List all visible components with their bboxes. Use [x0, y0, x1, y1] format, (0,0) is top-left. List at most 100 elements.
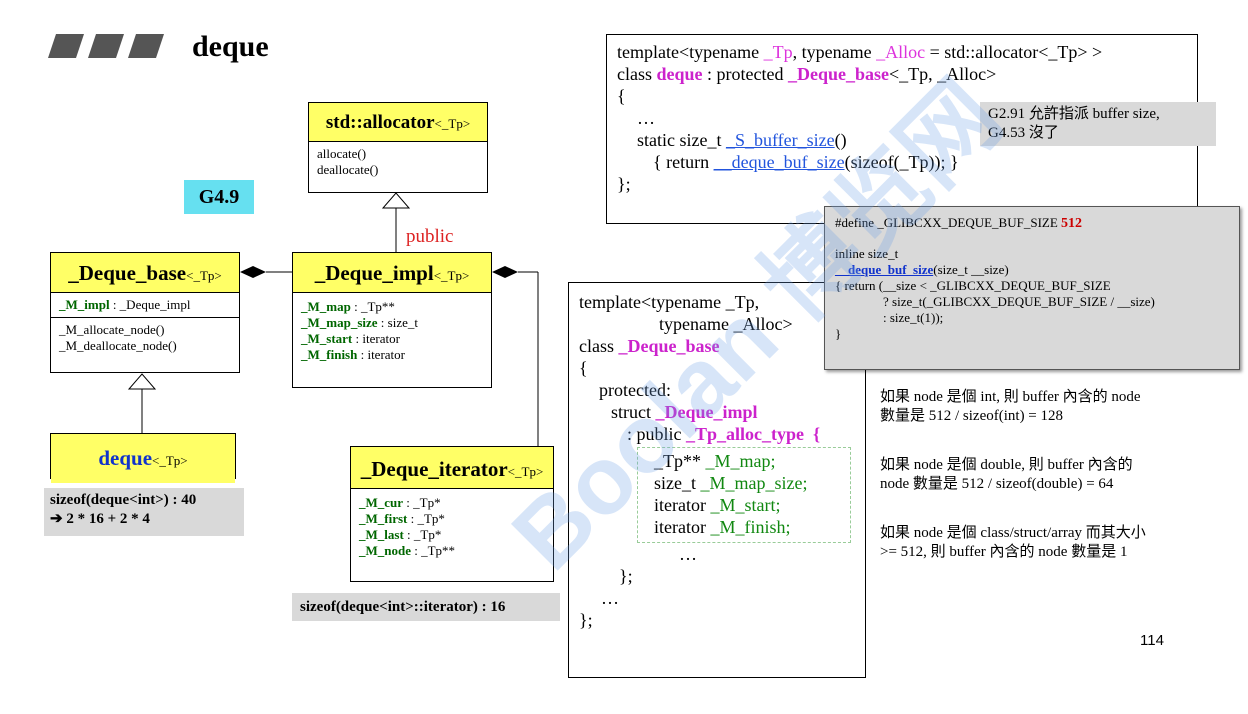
- deque-impl-tparam: <_Tp>: [433, 268, 470, 283]
- deque-impl-class: _Deque_impl<_Tp> _M_map : _Tp** _M_map_s…: [292, 252, 492, 388]
- deque-base-field: _M_impl: [59, 297, 110, 312]
- iterator-sizeof-box: sizeof(deque<int>::iterator) : 16: [292, 593, 560, 621]
- code-classname: deque: [656, 64, 703, 84]
- code-line: }: [835, 326, 842, 341]
- code-line: {: [617, 86, 626, 106]
- page-number: 114: [1140, 632, 1164, 649]
- code-line: };: [619, 566, 633, 586]
- allocator-tparam: <_Tp>: [434, 116, 471, 131]
- deque-sizeof-line: sizeof(deque<int>) : 40: [50, 492, 197, 508]
- code-text: , typename: [792, 42, 877, 62]
- code-classname: _Deque_base: [618, 336, 720, 356]
- note-double: 如果 node 是個 double, 則 buffer 內含的 node 數量是…: [880, 456, 1133, 494]
- note-line: G2.91 允許指派 buffer size,: [988, 106, 1160, 122]
- code-text: struct: [611, 402, 656, 422]
- deque-base-tparam: <_Tp>: [186, 268, 222, 283]
- code-text: template<typename: [617, 42, 764, 62]
- code-function: __deque_buf_size: [713, 152, 845, 172]
- impl-field-type: : _Tp**: [350, 299, 395, 314]
- deque-sizeof-box: sizeof(deque<int>) : 40 ➔ 2 * 16 + 2 * 4: [44, 488, 244, 536]
- note-line: G4.53 沒了: [988, 125, 1059, 141]
- code-line: };: [617, 174, 631, 194]
- note-int: 如果 node 是個 int, 則 buffer 內含的 node 數量是 51…: [880, 388, 1141, 426]
- iter-field-type: : _Tp*: [403, 495, 441, 510]
- code-text: size_t: [654, 473, 701, 493]
- allocator-name: std::allocator: [325, 112, 435, 133]
- code-text: iterator: [654, 517, 711, 537]
- code-member: _M_map;: [705, 451, 776, 471]
- code-text: {: [804, 424, 821, 444]
- impl-field-type: : iterator: [357, 347, 405, 362]
- version-tag: G4.9: [184, 180, 254, 214]
- deque-class: deque<_Tp>: [50, 433, 236, 483]
- deque-iterator-name: _Deque_iterator: [360, 457, 508, 481]
- code-line: …: [679, 544, 697, 564]
- deque-iterator-tparam: <_Tp>: [507, 464, 544, 479]
- code-text: = std::allocator<_Tp> >: [925, 42, 1103, 62]
- iter-field-type: : _Tp*: [403, 527, 442, 542]
- code-text: : protected: [702, 64, 788, 84]
- code-text: class: [579, 336, 619, 356]
- note-line: 如果 node 是個 int, 則 buffer 內含的 node: [880, 389, 1141, 405]
- code-text: <_Tp, _Alloc>: [889, 64, 997, 84]
- code-text: { return: [653, 152, 714, 172]
- impl-field-name: _M_map: [301, 299, 351, 314]
- code-member: _M_finish;: [710, 517, 791, 537]
- deque-base-method: _M_allocate_node(): [59, 322, 165, 337]
- code-line: template<typename _Tp,: [579, 292, 760, 312]
- iter-field-type: : _Tp*: [407, 511, 445, 526]
- iter-field-name: _M_node: [359, 543, 411, 558]
- code-text: iterator: [654, 495, 711, 515]
- title-decoration-bars: [48, 34, 164, 58]
- note-line: >= 512, 則 buffer 內含的 node 數量是 1: [880, 544, 1128, 560]
- deque-base-class: _Deque_base<_Tp> _M_impl : _Deque_impl _…: [50, 252, 240, 373]
- deque-iterator-class: _Deque_iterator<_Tp> _M_cur : _Tp* _M_fi…: [350, 446, 554, 582]
- code-line: …: [601, 588, 619, 608]
- define-buf-size-box: #define _GLIBCXX_DEQUE_BUF_SIZE 512 inli…: [824, 206, 1240, 370]
- code-function: __deque_buf_size: [835, 262, 934, 277]
- code-line: : size_t(1));: [883, 310, 944, 325]
- deque-impl-name: _Deque_impl: [314, 261, 434, 285]
- iter-field-name: _M_last: [359, 527, 404, 542]
- deque-base-name: _Deque_base: [68, 261, 187, 285]
- code-line: {: [579, 358, 588, 378]
- code-line: inline size_t: [835, 246, 899, 261]
- impl-field-name: _M_map_size: [301, 315, 378, 330]
- slide-title: deque: [192, 30, 269, 63]
- code-text: static size_t: [637, 130, 726, 150]
- note-line: node 數量是 512 / sizeof(double) = 64: [880, 476, 1114, 492]
- code-text: #define _GLIBCXX_DEQUE_BUF_SIZE: [835, 215, 1062, 230]
- iter-field-type: : _Tp**: [411, 543, 456, 558]
- code-line: };: [579, 610, 593, 630]
- code-classname: _Tp_alloc_type: [686, 424, 805, 444]
- allocator-method: allocate(): [317, 146, 367, 161]
- deque-base-method: _M_deallocate_node(): [59, 338, 177, 353]
- code-line: { return (__size < _GLIBCXX_DEQUE_BUF_SI…: [835, 278, 1111, 293]
- code-classname: _Deque_impl: [655, 402, 758, 422]
- note-line: 如果 node 是個 class/struct/array 而其大小: [880, 525, 1146, 541]
- code-member: _M_start;: [710, 495, 781, 515]
- deque-name: deque: [98, 446, 153, 470]
- impl-field-type: : size_t: [377, 315, 418, 330]
- code-keyword: _Tp: [763, 42, 793, 62]
- code-member: _M_map_size;: [700, 473, 808, 493]
- code-line: …: [637, 108, 655, 128]
- iter-field-name: _M_cur: [359, 495, 404, 510]
- code-line: ? size_t(_GLIBCXX_DEQUE_BUF_SIZE / __siz…: [883, 294, 1155, 309]
- code-text: (size_t __size): [933, 262, 1009, 277]
- code-classname: _Deque_base: [787, 64, 889, 84]
- code-text: (): [834, 130, 847, 150]
- deque-tparam: <_Tp>: [152, 453, 188, 468]
- code-line: protected:: [599, 380, 671, 400]
- deque-base-field-type: : _Deque_impl: [109, 297, 191, 312]
- note-line: 如果 node 是個 double, 則 buffer 內含的: [880, 457, 1133, 473]
- deque-base-code: template<typename _Tp, typename _Alloc> …: [568, 282, 866, 678]
- deque-sizeof-calc: ➔ 2 * 16 + 2 * 4: [50, 511, 150, 527]
- code-text: class: [617, 64, 657, 84]
- code-line: typename _Alloc>: [659, 314, 793, 334]
- allocator-class: std::allocator<_Tp> allocate() deallocat…: [308, 102, 488, 193]
- code-text: _Tp**: [654, 451, 706, 471]
- impl-fields-box: _Tp** _M_map; size_t _M_map_size; iterat…: [637, 447, 851, 543]
- allocator-method: deallocate(): [317, 162, 379, 177]
